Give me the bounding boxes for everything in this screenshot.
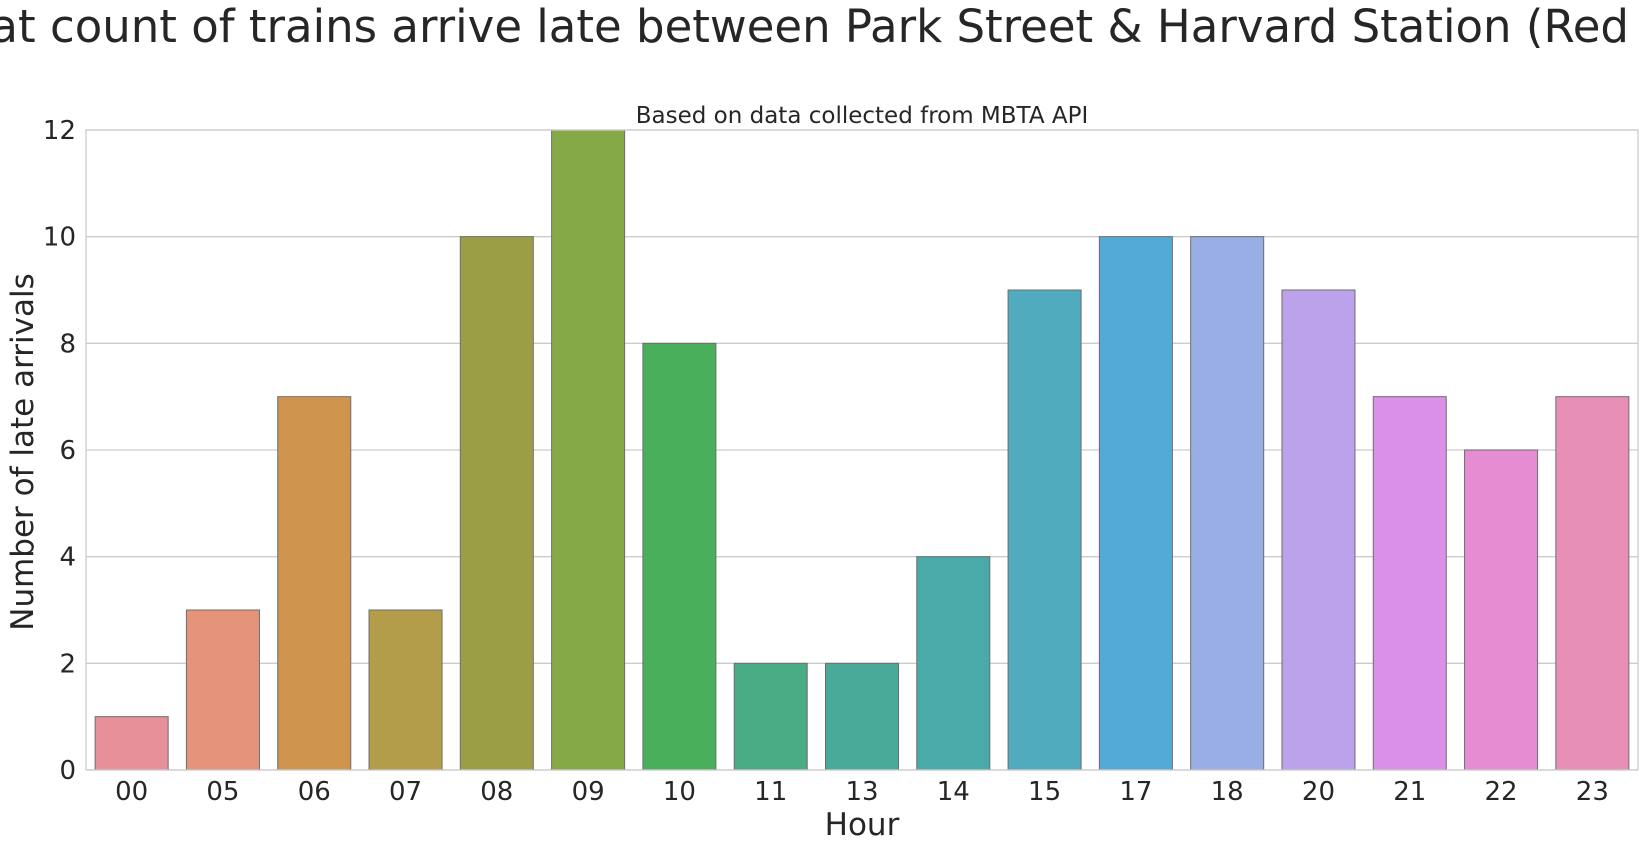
bars bbox=[94, 129, 1630, 771]
bar-hour-06 bbox=[277, 396, 352, 771]
plot-area-frame bbox=[85, 129, 1639, 771]
bar-hour-17 bbox=[1098, 236, 1173, 771]
x-tick-label: 07 bbox=[389, 777, 422, 807]
y-axis-ticks: 0 2 4 6 8 10 12 bbox=[43, 116, 76, 786]
bar-hour-20 bbox=[1281, 289, 1356, 771]
x-tick-label: 14 bbox=[937, 777, 970, 807]
y-tick-label: 2 bbox=[59, 649, 76, 679]
x-tick-label: 18 bbox=[1211, 777, 1244, 807]
bar-hour-09 bbox=[551, 129, 626, 771]
x-tick-label: 21 bbox=[1393, 777, 1426, 807]
bar-hour-07 bbox=[368, 609, 443, 771]
bar-hour-23 bbox=[1555, 396, 1630, 771]
bar-hour-10 bbox=[642, 342, 717, 771]
y-axis-label: Number of late arrivals bbox=[5, 273, 41, 630]
chart-title: What count of trains arrive late between… bbox=[0, 0, 1647, 53]
bar-hour-14 bbox=[916, 556, 991, 771]
x-tick-label: 20 bbox=[1302, 777, 1335, 807]
x-tick-label: 11 bbox=[754, 777, 787, 807]
bar-hour-00 bbox=[94, 716, 169, 771]
x-tick-label: 00 bbox=[115, 777, 148, 807]
x-tick-label: 15 bbox=[1028, 777, 1061, 807]
y-tick-label: 8 bbox=[59, 329, 76, 359]
x-tick-label: 09 bbox=[572, 777, 605, 807]
x-axis-ticks: 00 05 06 07 08 09 10 11 13 14 15 17 18 20 21 22 23 bbox=[115, 777, 1609, 807]
bar-hour-05 bbox=[185, 609, 260, 771]
y-tick-label: 6 bbox=[59, 436, 76, 466]
chart-subtitle: Based on data collected from MBTA API bbox=[636, 103, 1089, 129]
y-tick-label: 4 bbox=[59, 543, 76, 573]
x-tick-label: 17 bbox=[1119, 777, 1152, 807]
bar-hour-18 bbox=[1190, 236, 1265, 771]
x-tick-label: 10 bbox=[663, 777, 696, 807]
x-tick-label: 23 bbox=[1576, 777, 1609, 807]
bar-hour-08 bbox=[459, 236, 534, 771]
x-tick-label: 22 bbox=[1485, 777, 1518, 807]
bar-hour-11 bbox=[733, 662, 808, 771]
x-tick-label: 08 bbox=[480, 777, 513, 807]
x-tick-label: 06 bbox=[298, 777, 331, 807]
x-tick-label: 13 bbox=[845, 777, 878, 807]
x-tick-label: 05 bbox=[206, 777, 239, 807]
y-tick-label: 10 bbox=[43, 223, 76, 253]
bar-hour-15 bbox=[1007, 289, 1082, 771]
bar-hour-22 bbox=[1464, 449, 1539, 771]
x-axis-label: Hour bbox=[825, 807, 900, 843]
bar-hour-13 bbox=[824, 662, 900, 771]
bar-hour-21 bbox=[1372, 396, 1447, 771]
y-tick-label: 12 bbox=[43, 116, 76, 146]
y-tick-label: 0 bbox=[59, 756, 76, 786]
